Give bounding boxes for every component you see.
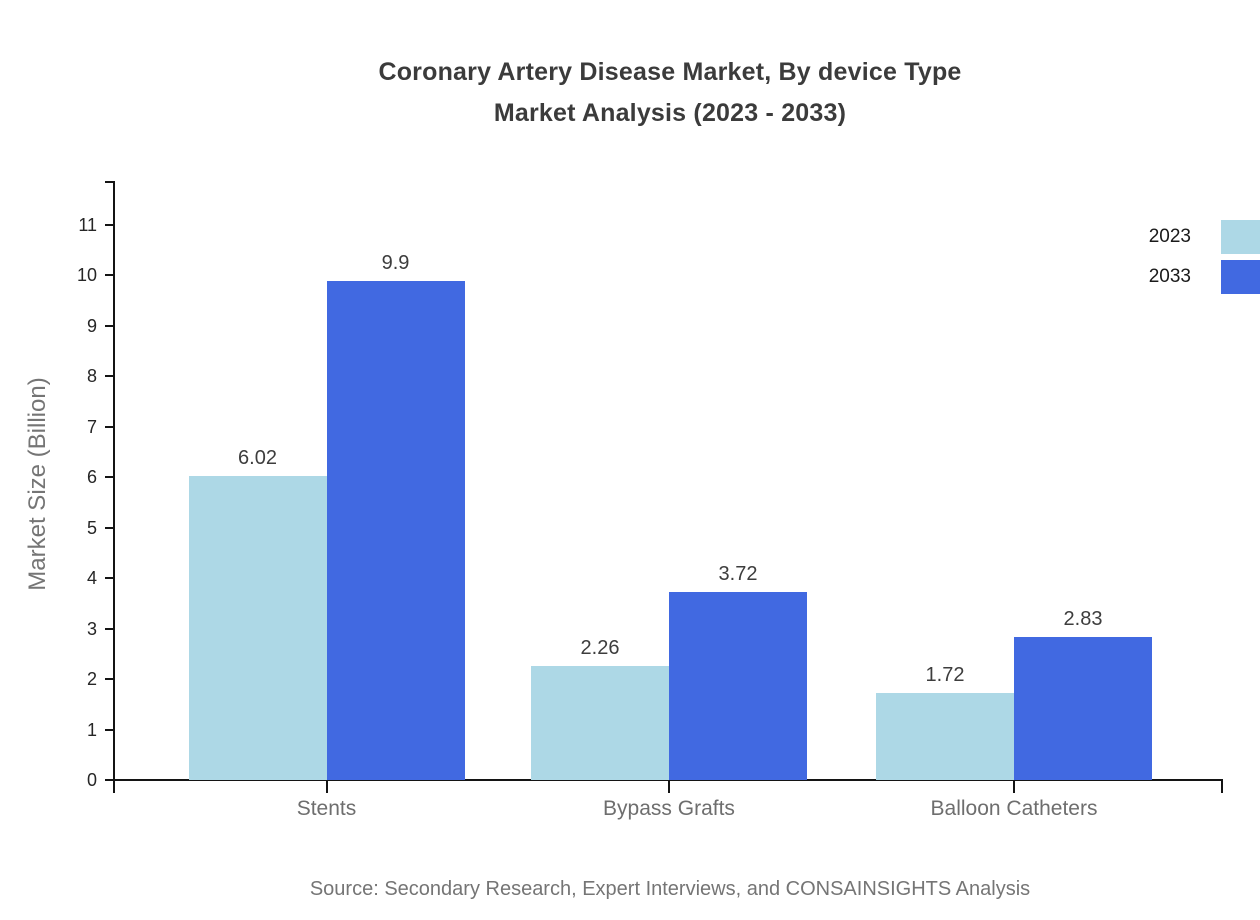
y-tick-mark xyxy=(105,728,113,731)
bar-value-label: 6.02 xyxy=(238,447,277,470)
y-tick-label: 7 xyxy=(86,416,97,437)
y-tick-mark xyxy=(105,476,113,479)
category-label-balloon-catheters: Balloon Catheters xyxy=(930,797,1098,820)
bar-value-label: 3.72 xyxy=(718,563,758,586)
y-tick-label: 3 xyxy=(86,618,97,639)
y-tick-label: 0 xyxy=(86,770,97,790)
y-tick-mark xyxy=(105,224,113,226)
bar-2033-balloon-catheters xyxy=(1014,637,1152,780)
x-axis-end-tick xyxy=(1221,781,1223,793)
bar-value-label: 2.26 xyxy=(580,636,620,659)
y-tick-mark xyxy=(105,678,113,681)
chart-title-line2: Market Analysis (2023 - 2033) xyxy=(493,99,847,127)
category-label-bypass-grafts: Bypass Grafts xyxy=(603,797,735,820)
y-tick-label: 5 xyxy=(86,517,97,538)
y-tick-label: 1 xyxy=(86,719,97,740)
bar-2033-stents xyxy=(326,280,465,780)
category-label-stents: Stents xyxy=(296,797,357,820)
legend-item-2033: 2033 xyxy=(1149,257,1260,297)
y-tick-mark xyxy=(105,526,113,529)
y-tick-mark xyxy=(105,779,113,781)
x-tick-mark xyxy=(668,781,670,793)
y-tick-label: 10 xyxy=(76,265,97,286)
y-tick-mark xyxy=(105,375,113,378)
x-tick-mark xyxy=(325,781,328,793)
source-note: Source: Secondary Research, Expert Inter… xyxy=(309,878,1031,900)
bar-2033-bypass-grafts xyxy=(669,592,807,780)
y-tick-mark xyxy=(105,627,113,630)
legend-item-2023: 2023 xyxy=(1149,217,1260,257)
y-tick-label: 9 xyxy=(86,315,97,336)
y-tick-label: 11 xyxy=(78,215,97,235)
bar-2023-bypass-grafts xyxy=(531,665,669,780)
bar-value-label: 2.83 xyxy=(1063,608,1103,631)
chart-title: Coronary Artery Disease Market, By devic… xyxy=(80,52,1260,134)
bar-2023-stents xyxy=(188,476,327,780)
y-tick-label: 6 xyxy=(86,467,97,488)
x-tick-mark xyxy=(1013,781,1015,793)
y-tick-label: 4 xyxy=(86,568,97,589)
y-axis-top-cap xyxy=(105,181,113,183)
bar-2023-balloon-catheters xyxy=(876,693,1014,780)
legend: 2023 2033 xyxy=(1149,217,1260,297)
legend-label-2023: 2023 xyxy=(1148,226,1191,247)
chart-title-line1: Coronary Artery Disease Market, By devic… xyxy=(378,58,962,86)
y-tick-mark xyxy=(105,324,113,327)
y-tick-mark xyxy=(105,577,113,580)
legend-swatch-2033 xyxy=(1221,260,1260,294)
legend-label-2033: 2033 xyxy=(1148,266,1191,287)
y-tick-label: 8 xyxy=(86,366,97,387)
bar-value-label: 9.9 xyxy=(381,251,410,274)
y-tick-label: 2 xyxy=(86,669,97,690)
x-axis-line xyxy=(113,779,1223,781)
y-tick-mark xyxy=(105,274,113,277)
legend-swatch-2023 xyxy=(1221,220,1260,254)
y-tick-mark xyxy=(105,425,113,428)
y-axis-line xyxy=(113,181,115,793)
bar-value-label: 1.72 xyxy=(925,664,965,687)
